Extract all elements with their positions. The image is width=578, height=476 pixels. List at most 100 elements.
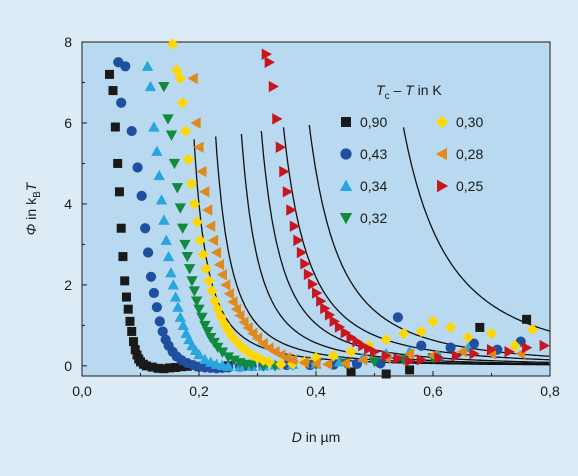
data-point [403,348,415,360]
legend-marker [435,115,449,129]
data-point [468,338,480,349]
legend-marker [341,117,351,127]
data-point [445,342,456,353]
data-point [190,296,203,307]
data-point [205,220,216,232]
data-point [222,360,234,371]
data-point [140,223,151,234]
data-point [340,326,351,339]
y-axis-title: Φ in kBT [23,181,43,235]
data-point [177,319,189,330]
y-axis-end: T [23,181,39,191]
legend-title-sub: c [385,91,390,102]
legend-marker [339,179,353,191]
data-point [199,320,211,332]
data-point [303,268,315,281]
data-point [174,311,186,322]
data-point [247,327,258,340]
legend-label: 0,25 [456,178,483,194]
legend-marker [435,147,447,161]
data-point [392,312,403,323]
y-tick-label: 0 [64,358,72,374]
x-tick-label: 0,0 [72,383,92,399]
x-axis-rest: in µm [302,429,340,445]
data-point [405,355,416,367]
legend-label: 0,28 [456,146,483,162]
data-point [279,165,290,178]
data-point [381,350,392,362]
data-point [200,263,212,275]
data-point [113,158,123,168]
series-triangle-left [187,72,526,370]
data-point [264,56,275,68]
data-point [346,367,356,377]
data-point [216,269,227,281]
data-point [165,363,175,373]
y-tick-label: 6 [64,115,72,131]
legend-title-rest: – [390,82,406,98]
data-point [238,316,249,328]
data-point [182,153,195,166]
data-point [187,72,198,85]
data-point [203,275,215,287]
data-point [357,354,368,366]
legend-label: 0,90 [360,114,387,130]
data-point [176,97,189,109]
data-point [504,346,515,358]
data-point [191,216,203,228]
data-point [456,346,467,358]
data-series [104,38,550,379]
data-point [364,343,375,355]
data-point [345,346,357,358]
data-point [286,204,297,216]
x-axis-title: D in µm [292,429,341,445]
data-point [223,288,234,300]
legend-marker [437,179,449,193]
data-point [334,321,346,333]
data-point [127,326,137,336]
data-point [298,356,309,369]
data-point [132,162,143,173]
data-point [427,315,439,328]
data-point [165,267,177,278]
data-point [155,194,168,205]
data-point [526,323,539,336]
data-point [116,223,126,233]
data-point [268,80,279,93]
data-point [147,362,157,372]
data-point [144,80,157,92]
data-point [368,357,381,368]
data-point [486,343,498,356]
data-point [120,276,130,286]
data-point [179,239,191,251]
data-point [159,364,169,374]
data-point [324,309,336,321]
series-triangle-down [158,81,439,372]
legend-title-t2: T [405,82,415,98]
data-point [172,301,184,312]
data-point [193,141,204,153]
data-point [263,356,275,368]
data-point [416,354,427,366]
data-point [352,335,363,348]
data-point [300,258,311,270]
legend-marker [339,213,353,225]
data-point [165,130,178,141]
legend-title-t1: T [376,82,386,98]
data-point [213,258,225,271]
data-point [222,352,234,363]
data-point [275,141,287,153]
data-point [108,86,118,96]
x-tick-label: 0,8 [540,383,560,399]
data-point [171,362,181,372]
data-point [120,61,131,72]
data-point [398,327,410,340]
data-point [286,354,298,366]
data-point [197,248,209,261]
data-point [212,303,224,315]
data-point [153,169,165,181]
data-point [183,264,196,275]
data-point [158,81,170,93]
data-point [242,322,253,334]
